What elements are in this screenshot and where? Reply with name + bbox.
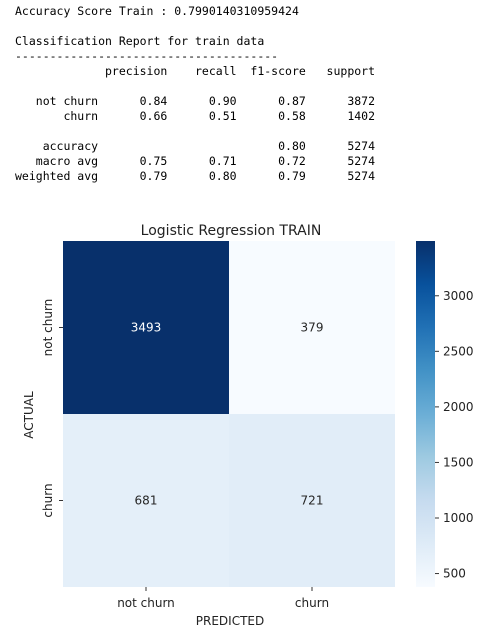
colorbar-tick-label: 3000 — [443, 289, 474, 303]
report-title: Classification Report for train data — [15, 34, 265, 48]
y-axis-label: ACTUAL — [22, 391, 36, 439]
cell-value-label: 379 — [301, 321, 324, 335]
cell-value-label: 3493 — [131, 321, 162, 335]
colorbar-tick-label: 1000 — [443, 511, 474, 525]
heatmap-cell — [229, 241, 395, 414]
cell-value-label: 721 — [301, 494, 324, 508]
colorbar — [416, 241, 435, 587]
colorbar-tick-label: 2000 — [443, 400, 474, 414]
x-tick-label: not churn — [117, 596, 175, 610]
x-tick-label: churn — [295, 596, 329, 610]
colorbar-tick-label: 1500 — [443, 455, 474, 469]
y-tick-label: not churn — [41, 299, 55, 357]
accuracy-line: Accuracy Score Train : 0.799014031095942… — [15, 4, 299, 18]
heatmap-cell — [63, 241, 229, 414]
colorbar-ticks: 500 1000 1500 2000 2500 3000 — [435, 289, 474, 581]
cell-value-label: 681 — [135, 494, 158, 508]
colorbar-tick-label: 500 — [443, 567, 466, 581]
heatmap-cell — [229, 414, 395, 587]
heatmap-cell — [63, 414, 229, 587]
colorbar-tick-label: 2500 — [443, 344, 474, 358]
classification-report-table: precision recall f1-score support not ch… — [15, 64, 376, 183]
console-output: Accuracy Score Train : 0.799014031095942… — [15, 4, 375, 184]
x-axis-label: PREDICTED — [196, 614, 264, 628]
y-tick-label: churn — [41, 483, 55, 517]
chart-title: Logistic Regression TRAIN — [141, 223, 322, 239]
separator: -------------------------------------- — [15, 49, 279, 63]
